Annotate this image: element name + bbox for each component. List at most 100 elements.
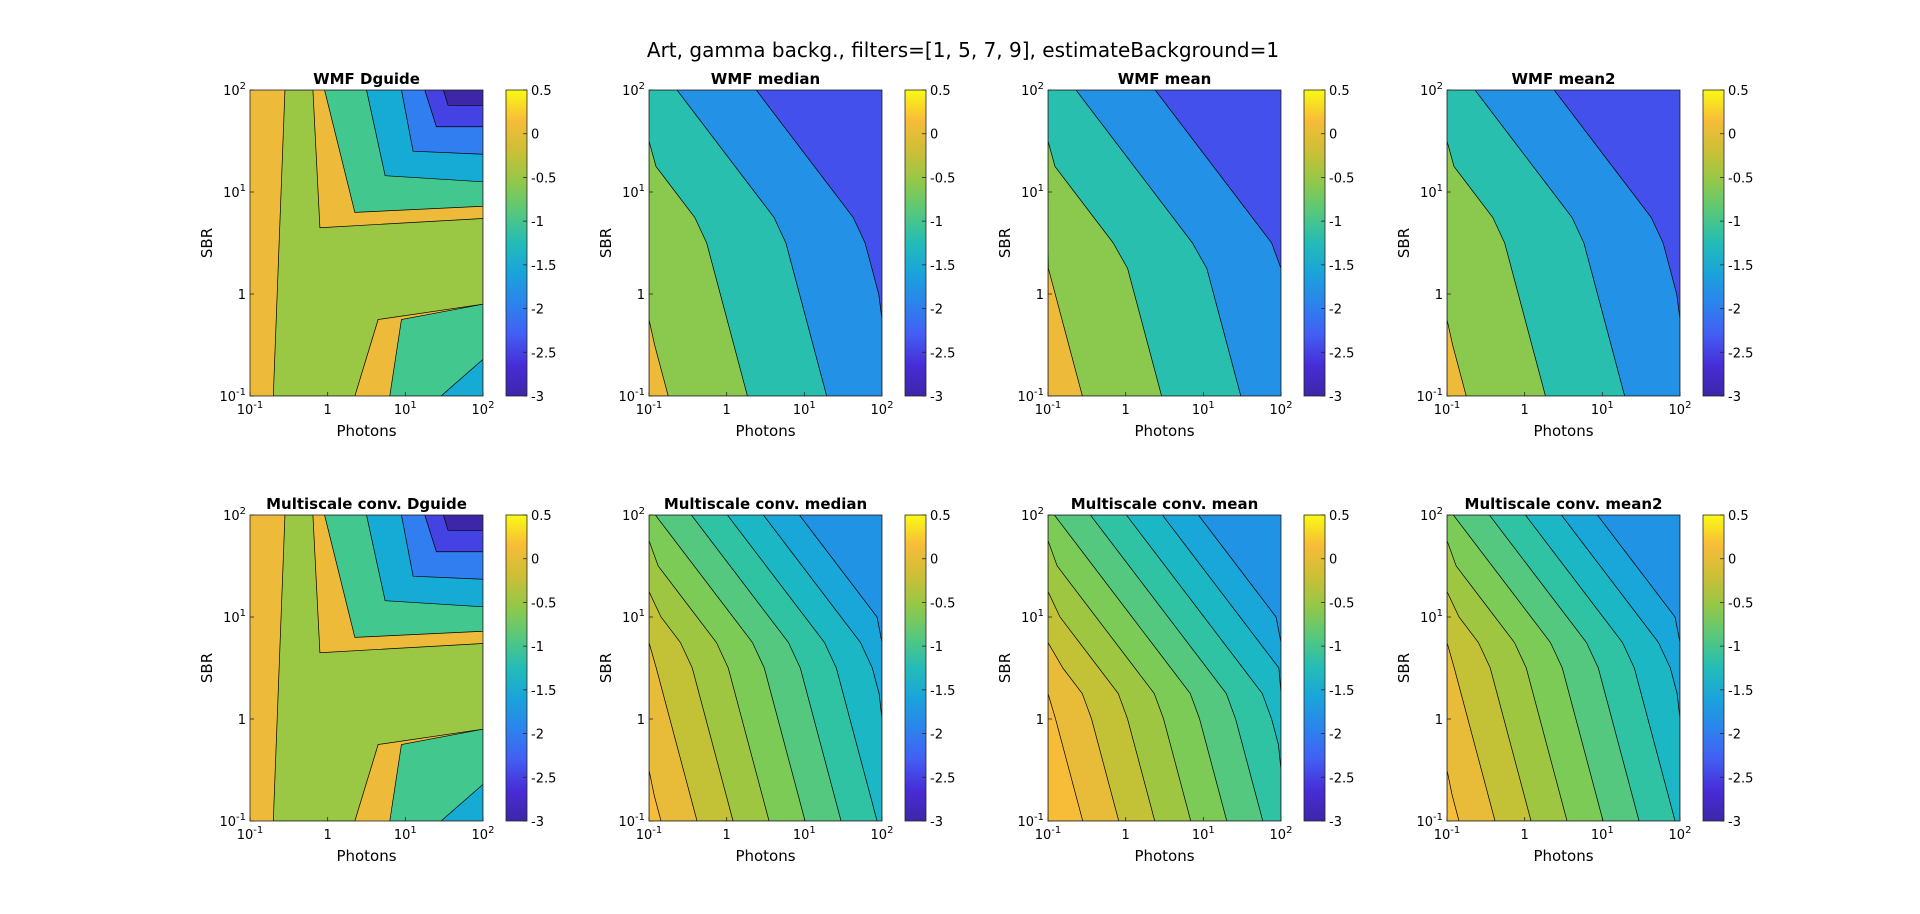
- y-tick-label: 10-1: [1416, 387, 1443, 405]
- y-tick-label: 1: [1036, 713, 1044, 728]
- colorbar-tick-label: -3: [531, 390, 544, 405]
- x-tick-label: 1: [1122, 828, 1130, 843]
- colorbar-tick-label: 0.5: [1728, 84, 1749, 99]
- colorbar-tick-label: -2.5: [930, 771, 955, 786]
- subplot-title: WMF Dguide: [313, 70, 420, 88]
- colorbar-tick-label: -1.5: [1728, 684, 1753, 699]
- colorbar-tick-label: -2: [1329, 728, 1342, 743]
- colorbar-tick-label: -2: [1728, 303, 1741, 318]
- x-tick-label: 10-1: [636, 400, 663, 418]
- subplot-title: Multiscale conv. median: [664, 495, 867, 513]
- colorbar-tick-label: -0.5: [1329, 596, 1354, 611]
- x-tick-label: 102: [1270, 825, 1293, 843]
- x-tick-label: 10-1: [636, 825, 663, 843]
- x-tick-label: 102: [1270, 400, 1293, 418]
- colorbar-tick-label: -2: [531, 303, 544, 318]
- y-tick-label: 10-1: [1416, 812, 1443, 830]
- contour-bands: [649, 515, 882, 821]
- colorbar-tick-label: -1.5: [1329, 259, 1354, 274]
- colorbar-tick-label: -0.5: [930, 596, 955, 611]
- colorbar-tick-label: -2.5: [531, 346, 556, 361]
- x-axis-label: Photons: [1134, 847, 1194, 865]
- x-axis-label: Photons: [735, 422, 795, 440]
- colorbar-tick-label: 0.5: [531, 84, 552, 99]
- subplot-8: Multiscale conv. mean2 10-1 1 101 102 10-1 1 10…: [1395, 495, 1753, 865]
- y-tick-label: 101: [622, 608, 645, 626]
- contour-band: [440, 358, 483, 396]
- y-tick-label: 10-1: [1017, 387, 1044, 405]
- colorbar-tick-label: -0.5: [531, 596, 556, 611]
- colorbar-tick-label: -3: [1329, 390, 1342, 405]
- x-axis-label: Photons: [1533, 847, 1593, 865]
- plot-frame: [1446, 89, 1681, 397]
- y-tick-label: 10-1: [618, 387, 645, 405]
- colorbar-tick-label: -1: [1329, 215, 1342, 230]
- y-tick-label: 101: [223, 183, 246, 201]
- subplot-title: Multiscale conv. Dguide: [266, 495, 467, 513]
- colorbar-tick-label: -1: [1329, 640, 1342, 655]
- y-axis-label: SBR: [996, 653, 1014, 683]
- colorbar-tick-label: 0: [1329, 553, 1337, 568]
- contour-bands: [250, 515, 483, 821]
- colorbar-tick-label: -2: [1329, 303, 1342, 318]
- contour-band: [1553, 90, 1680, 396]
- colorbar-tick-label: -3: [930, 815, 943, 830]
- x-tick-label: 101: [1192, 400, 1215, 418]
- contour-band: [1596, 515, 1680, 821]
- contour-band: [389, 303, 483, 396]
- contour-band: [1154, 90, 1281, 396]
- contour-bands: [250, 90, 483, 396]
- y-axis-label: SBR: [1395, 653, 1413, 683]
- colorbar-tick-label: -1: [930, 215, 943, 230]
- x-tick-label: 102: [472, 825, 495, 843]
- colorbar-tick-label: -2.5: [1728, 771, 1753, 786]
- x-tick-label: 102: [1669, 400, 1692, 418]
- colorbar-tick-label: -3: [531, 815, 544, 830]
- colorbar-tick-label: 0: [930, 128, 938, 143]
- colorbar-tick-label: -0.5: [531, 171, 556, 186]
- colorbar-tick-label: -3: [1728, 390, 1741, 405]
- y-tick-label: 102: [223, 81, 246, 99]
- x-tick-label: 102: [871, 400, 894, 418]
- y-tick-label: 102: [1420, 81, 1443, 99]
- x-tick-label: 1: [1521, 828, 1529, 843]
- x-tick-label: 101: [793, 825, 816, 843]
- contour-bands: [1048, 515, 1281, 821]
- y-tick-label: 10-1: [219, 387, 246, 405]
- y-axis-label: SBR: [597, 653, 615, 683]
- colorbar-tick-label: -1.5: [531, 684, 556, 699]
- colorbar: [904, 514, 927, 822]
- y-tick-label: 10-1: [1017, 812, 1044, 830]
- subplot-1: WMF Dguide 10-1 1 101 102 10-1 1 101 102 Photons S…: [198, 70, 556, 440]
- colorbar-tick-label: -3: [1728, 815, 1741, 830]
- figure-title: Art, gamma backg., filters=[1, 5, 7, 9],…: [647, 38, 1279, 62]
- colorbar-tick-label: -1.5: [1329, 684, 1354, 699]
- y-tick-label: 10-1: [219, 812, 246, 830]
- colorbar-tick-label: 0.5: [1728, 509, 1749, 524]
- y-tick-label: 102: [1420, 506, 1443, 524]
- colorbar-tick-label: 0.5: [930, 509, 951, 524]
- x-tick-label: 1: [1122, 403, 1130, 418]
- colorbar-tick-label: -1.5: [930, 684, 955, 699]
- x-axis-label: Photons: [336, 847, 396, 865]
- colorbar: [904, 89, 927, 397]
- subplot-7: Multiscale conv. mean 10-1 1 101 102 10-1 1 101…: [996, 495, 1354, 865]
- subplot-2: WMF median 10-1 1 101 102 10-1 1 101 102 Photons S…: [597, 70, 955, 440]
- y-axis-label: SBR: [996, 228, 1014, 258]
- plot-frame: [648, 514, 883, 822]
- colorbar-tick-label: 0: [930, 553, 938, 568]
- y-tick-label: 1: [637, 288, 645, 303]
- contour-bands: [1447, 515, 1680, 821]
- y-tick-label: 1: [1435, 288, 1443, 303]
- plot-frame: [648, 89, 883, 397]
- y-tick-label: 101: [1021, 183, 1044, 201]
- y-tick-label: 102: [622, 81, 645, 99]
- colorbar-tick-label: -2: [531, 728, 544, 743]
- contour-band: [443, 515, 483, 531]
- colorbar-tick-label: -0.5: [1329, 171, 1354, 186]
- x-tick-label: 101: [1591, 400, 1614, 418]
- y-tick-label: 1: [238, 713, 246, 728]
- colorbar: [505, 514, 528, 822]
- contour-band: [1161, 515, 1281, 821]
